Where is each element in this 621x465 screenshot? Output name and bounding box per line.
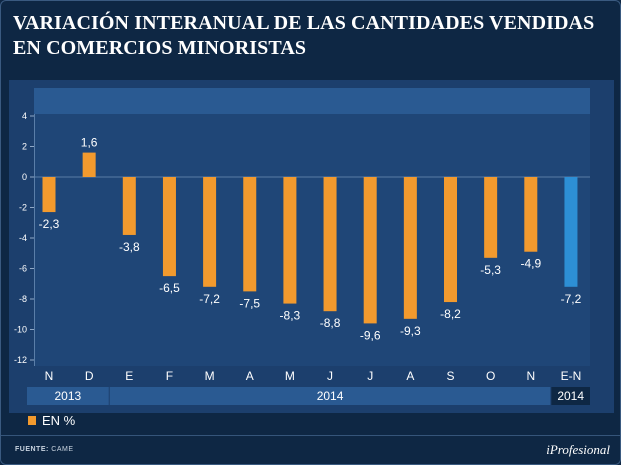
bar — [323, 177, 337, 312]
value-label: -2,3 — [39, 217, 60, 231]
bar — [484, 177, 498, 258]
category-label: F — [166, 369, 173, 383]
category-label: N — [45, 369, 54, 383]
year-band — [109, 387, 551, 405]
y-tick-label: -8 — [19, 294, 27, 304]
value-label: -5,3 — [480, 263, 501, 277]
y-tick-label: -2 — [19, 203, 27, 213]
bar-chart: 4 2 0 -2 -4 -6 -8 -10 -12 -2,3 1,6 -3,8 -6,5 -7,2 -7,5… — [14, 88, 590, 405]
bar — [283, 177, 297, 304]
source-value: CAME — [51, 446, 74, 453]
bar — [243, 177, 257, 292]
value-label: -6,5 — [159, 281, 180, 295]
bar — [203, 177, 217, 287]
category-label: O — [486, 369, 495, 383]
y-tick-label: 4 — [22, 111, 27, 121]
value-label: -7,2 — [561, 292, 582, 306]
chart-title: VARIACIÓN INTERANUAL DE LAS CANTIDADES V… — [13, 12, 595, 59]
bar — [162, 177, 176, 277]
category-label: N — [526, 369, 535, 383]
value-label: -9,6 — [360, 328, 381, 342]
source-label: FUENTE: — [15, 446, 49, 453]
y-tick-label: 2 — [22, 142, 27, 152]
chart-panel: 4 2 0 -2 -4 -6 -8 -10 -12 -2,3 1,6 -3,8 -6,5 -7,2 -7,5… — [9, 80, 614, 413]
category-label: D — [85, 369, 94, 383]
year-label: 2014 — [557, 389, 584, 403]
category-label: E-N — [561, 369, 582, 383]
value-label: -8,2 — [440, 307, 461, 321]
year-label: 2014 — [317, 389, 344, 403]
category-label: M — [205, 369, 215, 383]
source-note: FUENTE: CAME — [15, 446, 74, 453]
category-label: E — [125, 369, 133, 383]
bar — [363, 177, 377, 324]
y-tick-label: -4 — [19, 233, 27, 243]
y-tick-label: 0 — [22, 172, 27, 182]
year-band — [551, 387, 590, 405]
brand-logo: iProfesional — [546, 442, 610, 457]
year-label: 2013 — [55, 389, 82, 403]
footer: FUENTE: CAME iProfesional — [1, 435, 620, 464]
legend-swatch — [28, 416, 36, 426]
y-tick-label: -6 — [19, 264, 27, 274]
category-label: A — [406, 369, 414, 383]
bar — [403, 177, 417, 319]
y-tick-label: -10 — [14, 325, 27, 335]
bar — [444, 177, 457, 303]
legend: EN % — [28, 413, 75, 429]
plot-area — [34, 114, 590, 366]
bar — [564, 177, 578, 287]
category-label: M — [285, 369, 295, 383]
value-label: -8,8 — [320, 316, 341, 330]
year-band — [27, 387, 109, 405]
category-label: J — [367, 369, 373, 383]
bar — [122, 177, 136, 235]
legend-label: EN % — [42, 413, 76, 428]
category-label: J — [327, 369, 333, 383]
bar — [524, 177, 538, 252]
chart-header-strip — [34, 88, 590, 114]
bar — [82, 152, 96, 177]
value-label: -7,2 — [199, 292, 220, 306]
value-label: -8,3 — [280, 309, 301, 323]
value-label: -4,9 — [520, 257, 541, 271]
value-label: -7,5 — [239, 296, 260, 310]
bar — [42, 177, 56, 213]
value-label: 1,6 — [81, 136, 98, 150]
category-label: S — [446, 369, 454, 383]
value-label: -3,8 — [119, 240, 140, 254]
category-label: A — [246, 369, 254, 383]
y-tick-label: -12 — [14, 355, 27, 365]
value-label: -9,3 — [400, 324, 421, 338]
